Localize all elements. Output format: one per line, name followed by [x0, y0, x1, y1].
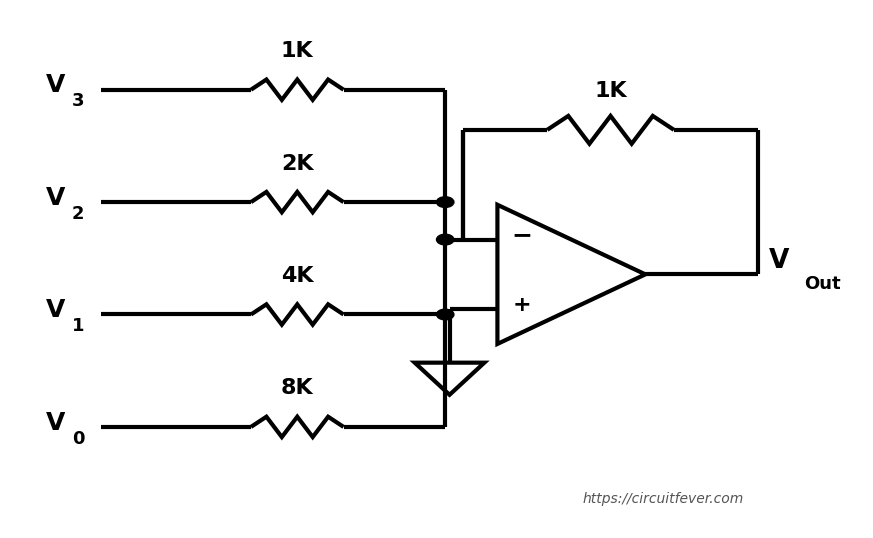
- Text: +: +: [512, 295, 531, 315]
- Text: −: −: [512, 223, 533, 247]
- Text: V: V: [45, 410, 65, 435]
- Circle shape: [436, 234, 454, 245]
- Text: 1K: 1K: [595, 81, 627, 101]
- Circle shape: [436, 197, 454, 208]
- Text: 8K: 8K: [281, 378, 313, 398]
- Text: https://circuitfever.com: https://circuitfever.com: [582, 492, 744, 506]
- Text: 4K: 4K: [281, 266, 313, 286]
- Text: 0: 0: [72, 430, 84, 448]
- Text: 2: 2: [72, 205, 84, 223]
- Text: V: V: [45, 73, 65, 97]
- Text: V: V: [769, 248, 789, 274]
- Text: Out: Out: [804, 275, 841, 293]
- Text: 2K: 2K: [281, 153, 313, 174]
- Text: V: V: [45, 186, 65, 210]
- Text: 1K: 1K: [281, 41, 313, 61]
- Text: 1: 1: [72, 317, 84, 335]
- Text: V: V: [45, 298, 65, 322]
- Circle shape: [436, 309, 454, 320]
- Text: 3: 3: [72, 93, 84, 110]
